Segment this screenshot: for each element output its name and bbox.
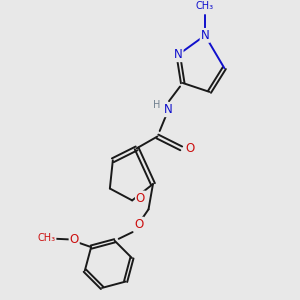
Text: CH₃: CH₃ xyxy=(196,1,214,11)
Text: N: N xyxy=(201,29,209,42)
Text: O: O xyxy=(70,233,79,246)
Text: O: O xyxy=(134,218,144,231)
Text: N: N xyxy=(164,103,173,116)
Text: H: H xyxy=(153,100,160,110)
Text: O: O xyxy=(136,191,145,205)
Text: O: O xyxy=(185,142,194,155)
Text: N: N xyxy=(174,48,183,61)
Text: CH₃: CH₃ xyxy=(38,233,56,243)
